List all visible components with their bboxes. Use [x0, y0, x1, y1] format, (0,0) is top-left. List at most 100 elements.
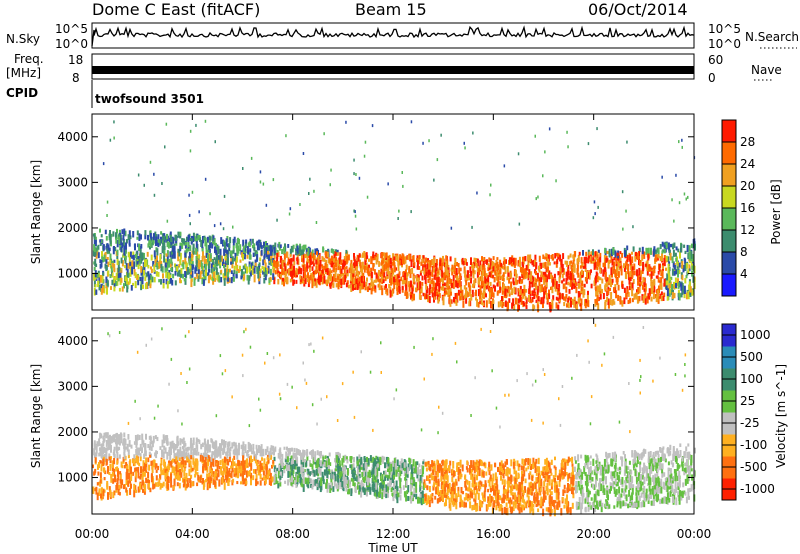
- power-echo: [491, 260, 494, 267]
- power-echo: [130, 262, 132, 270]
- power-echo: [617, 271, 620, 278]
- velocity-echo: [223, 468, 226, 473]
- power-echo: [315, 266, 318, 270]
- velocity-echo: [657, 454, 660, 461]
- power-echo: [370, 274, 373, 283]
- power-echo: [285, 134, 287, 138]
- power-echo: [494, 285, 496, 292]
- power-echo: [501, 287, 504, 295]
- power-echo: [542, 271, 545, 278]
- power-echo: [681, 138, 683, 142]
- power-echo: [200, 270, 203, 275]
- velocity-echo: [275, 479, 278, 485]
- power-echo: [141, 252, 144, 260]
- velocity-echo: [556, 504, 559, 510]
- power-echo: [653, 286, 656, 293]
- power-echo: [644, 297, 647, 305]
- power-echo: [135, 253, 137, 259]
- velocity-echo: [210, 438, 213, 443]
- velocity-echo: [302, 461, 305, 468]
- velocity-echo: [611, 452, 614, 461]
- power-echo: [393, 282, 396, 290]
- power-echo: [522, 293, 525, 299]
- power-echo: [164, 267, 167, 272]
- velocity-echo: [657, 482, 660, 491]
- power-echo: [590, 251, 593, 255]
- power-echo: [527, 263, 530, 271]
- velocity-echo: [198, 439, 201, 445]
- power-echo: [287, 261, 289, 266]
- power-echo: [95, 254, 98, 259]
- power-echo: [198, 264, 201, 272]
- power-echo: [100, 288, 103, 295]
- velocity-echo: [149, 441, 152, 448]
- power-echo: [336, 252, 339, 256]
- power-echo: [274, 242, 277, 248]
- power-echo: [463, 141, 465, 145]
- power-echo: [192, 244, 195, 249]
- power-echo: [287, 268, 290, 276]
- power-echo: [577, 283, 580, 289]
- power-echo: [521, 278, 524, 284]
- power-echo: [123, 228, 126, 236]
- power-echo: [189, 222, 191, 226]
- power-echo: [623, 265, 626, 272]
- power-echo: [124, 230, 127, 236]
- velocity-echo: [532, 457, 535, 466]
- power-echo: [468, 291, 471, 297]
- power-echo: [213, 272, 215, 279]
- velocity-echo: [139, 456, 142, 462]
- power-echo: [295, 250, 298, 255]
- power-echo: [215, 261, 218, 267]
- power-echo: [375, 272, 378, 281]
- power-echo: [222, 227, 225, 231]
- power-echo: [357, 272, 360, 278]
- power-echo: [401, 257, 404, 265]
- power-echo: [599, 268, 602, 274]
- power-echo: [488, 292, 491, 299]
- velocity-echo: [383, 470, 385, 475]
- power-echo: [262, 182, 265, 186]
- power-echo: [254, 251, 257, 257]
- power-echo: [673, 265, 676, 270]
- velocity-echo: [204, 453, 207, 459]
- power-echo: [337, 275, 339, 280]
- power-echo: [523, 288, 526, 297]
- power-echo: [428, 262, 430, 270]
- velocity-echo: [290, 468, 293, 477]
- power-echo: [299, 275, 302, 280]
- power-echo: [610, 292, 613, 300]
- velocity-echo: [116, 478, 119, 485]
- power-echo: [522, 268, 525, 277]
- power-echo: [628, 277, 631, 285]
- power-echo: [165, 253, 168, 257]
- power-echo: [196, 238, 198, 242]
- power-echo: [168, 278, 171, 285]
- velocity-echo: [649, 477, 652, 486]
- power-echo: [694, 243, 696, 251]
- velocity-echo: [300, 456, 303, 465]
- velocity-echo: [140, 466, 142, 474]
- power-echo: [175, 234, 177, 241]
- power-echo: [115, 232, 117, 240]
- velocity-echo: [106, 483, 109, 490]
- power-echo: [131, 266, 134, 275]
- power-echo: [535, 299, 538, 303]
- power-echo: [311, 261, 314, 265]
- power-echo: [247, 242, 250, 247]
- power-ytick-label: 2000: [57, 221, 88, 235]
- power-echo: [416, 275, 418, 282]
- power-echo: [687, 269, 690, 274]
- velocity-echo: [667, 461, 670, 466]
- velocity-echo: [420, 498, 423, 506]
- power-echo: [159, 256, 162, 261]
- power-echo: [267, 245, 270, 252]
- power-echo: [599, 256, 602, 263]
- power-echo: [158, 279, 161, 283]
- velocity-echo: [205, 478, 208, 483]
- power-echo: [345, 252, 348, 258]
- power-echo: [195, 260, 198, 264]
- power-echo: [112, 231, 115, 237]
- power-echo: [99, 275, 102, 283]
- power-echo: [641, 285, 644, 290]
